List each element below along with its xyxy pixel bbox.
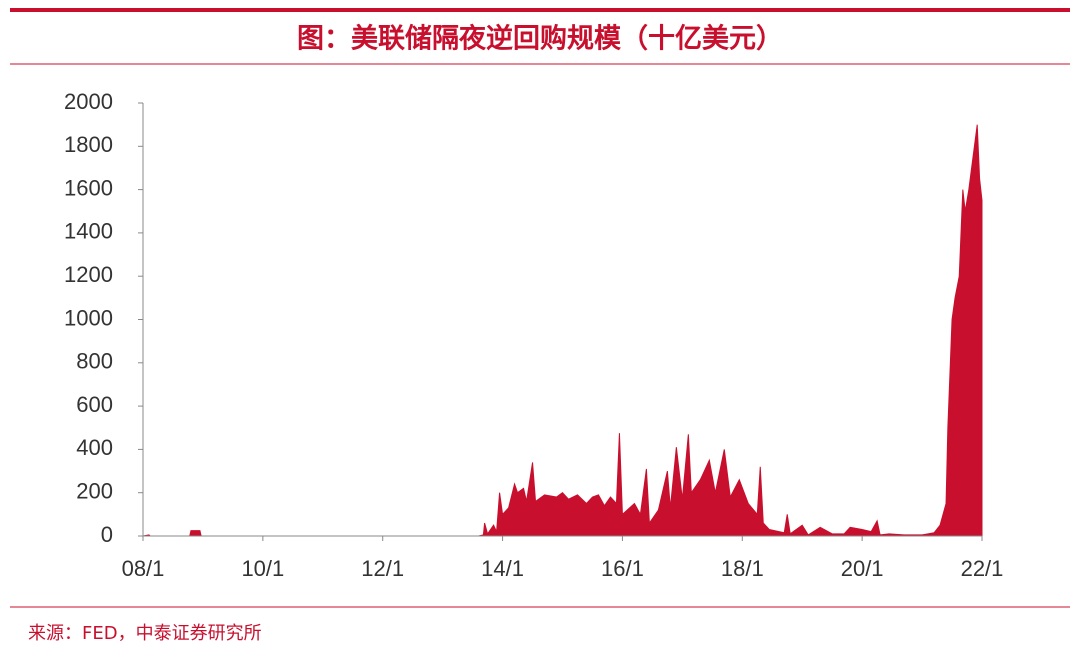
y-tick-label: 1400 (64, 219, 113, 244)
x-tick-label: 20/1 (841, 556, 884, 581)
y-tick-label: 2000 (64, 89, 113, 114)
chart-title: 图：美联储隔夜逆回购规模（十亿美元） (297, 23, 783, 55)
area (142, 124, 983, 537)
y-tick-label: 0 (101, 522, 113, 547)
x-tick-label: 16/1 (601, 556, 644, 581)
y-tick-label: 1000 (64, 305, 113, 330)
y-tick-label: 400 (76, 435, 113, 460)
x-tick-label: 12/1 (361, 556, 404, 581)
x-tick-label: 10/1 (241, 556, 284, 581)
top-rule (10, 8, 1070, 12)
x-tick-label: 14/1 (481, 556, 524, 581)
x-tick-label: 22/1 (961, 556, 1004, 581)
y-tick-label: 1800 (64, 132, 113, 157)
source: 来源：FED，中泰证券研究所 (28, 623, 262, 644)
y-tick-label: 200 (76, 479, 113, 504)
x-tick-label: 18/1 (721, 556, 764, 581)
y-tick-label: 800 (76, 349, 113, 374)
y-tick-label: 1200 (64, 262, 113, 287)
y-tick-label: 600 (76, 392, 113, 417)
y-tick-label: 1600 (64, 175, 113, 200)
x-tick-label: 08/1 (122, 556, 165, 581)
